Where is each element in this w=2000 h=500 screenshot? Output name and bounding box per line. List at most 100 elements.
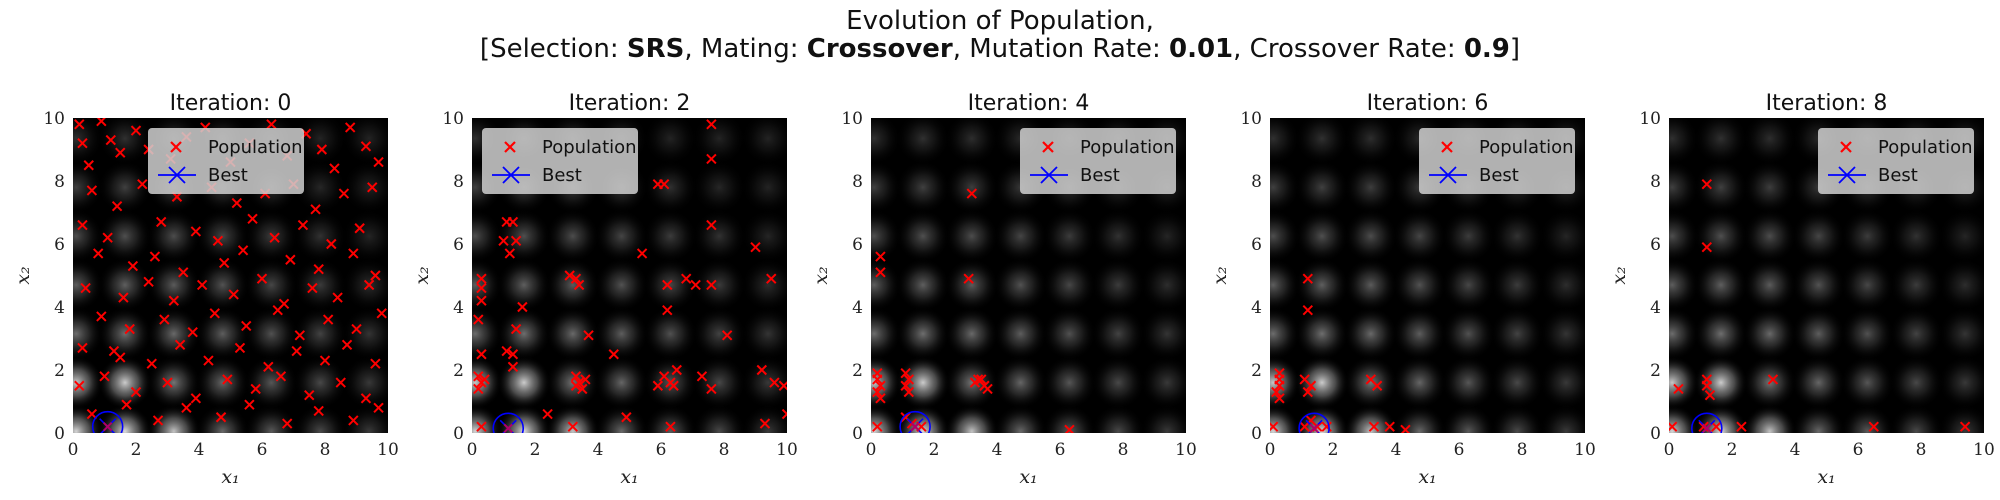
landscape-blob xyxy=(1840,307,1895,361)
y-tick-label: 4 xyxy=(453,298,464,318)
landscape-blob xyxy=(98,355,152,410)
population-point xyxy=(187,326,198,338)
population-point xyxy=(766,273,777,284)
landscape-blob xyxy=(1091,355,1146,410)
landscape-blob xyxy=(1295,307,1349,361)
population-point xyxy=(376,308,387,319)
landscape-blob xyxy=(945,307,999,361)
landscape-blob xyxy=(692,404,747,433)
landscape-blob xyxy=(293,355,348,410)
y-tick-label: 10 xyxy=(1240,109,1262,129)
population-point xyxy=(671,364,682,376)
population-point xyxy=(1271,386,1282,398)
legend-label-population: Population xyxy=(1080,137,1175,158)
x-tick-label: 4 xyxy=(992,440,1003,460)
x-tick-label: 4 xyxy=(593,440,604,460)
landscape-blob xyxy=(244,355,299,410)
landscape-blob xyxy=(945,258,999,312)
landscape-blob xyxy=(871,160,901,215)
population-point xyxy=(370,270,381,281)
landscape-blob xyxy=(546,307,600,361)
population-point xyxy=(326,238,337,250)
legend: Population Best xyxy=(1419,128,1575,194)
population-point xyxy=(510,323,522,335)
landscape-blob xyxy=(1392,355,1447,410)
landscape-blob xyxy=(1743,209,1797,263)
population-point xyxy=(875,393,886,404)
legend-best-marker xyxy=(502,166,520,184)
landscape-blob xyxy=(1270,307,1300,361)
landscape-blob xyxy=(1938,209,1984,263)
x-tick-label: 8 xyxy=(1916,440,1927,460)
title-text: ] xyxy=(1510,34,1520,64)
population-point xyxy=(1064,424,1075,433)
landscape-blob xyxy=(1140,258,1186,312)
landscape-blob xyxy=(1392,258,1447,312)
population-point xyxy=(1701,380,1713,391)
y-tick-label: 0 xyxy=(1650,424,1661,444)
legend-label-best: Best xyxy=(542,165,582,186)
population-point xyxy=(778,380,787,391)
population-point xyxy=(168,295,180,306)
population-point xyxy=(354,223,365,234)
landscape-blob xyxy=(98,209,152,263)
landscape-blob xyxy=(497,209,551,263)
population-point xyxy=(706,119,717,130)
population-point xyxy=(281,418,293,429)
population-point xyxy=(1400,424,1411,433)
population-point xyxy=(972,374,984,385)
landscape-blob xyxy=(993,307,1048,361)
population-point xyxy=(706,153,717,165)
landscape-blob xyxy=(342,118,388,166)
landscape-blob xyxy=(195,209,250,263)
landscape-blob xyxy=(244,209,299,263)
landscape-blob xyxy=(1392,209,1447,263)
population-point xyxy=(573,279,585,291)
landscape-blob xyxy=(896,258,950,312)
y-tick-label: 8 xyxy=(453,172,464,192)
population-point xyxy=(228,289,239,300)
landscape-blob xyxy=(643,258,698,312)
landscape-blob xyxy=(896,160,950,215)
subplot-1: Iteration: 2 0 2 4 6 8 10 0 2 4 6 8 10 x₁ x₂ Population… xyxy=(411,91,798,488)
landscape-blob xyxy=(342,355,388,410)
population-point xyxy=(263,361,274,373)
best-point xyxy=(899,410,931,433)
x-axis-label: x₁ xyxy=(1019,466,1037,488)
landscape-blob xyxy=(1344,404,1398,433)
landscape-blob xyxy=(1889,404,1944,433)
landscape-blob xyxy=(342,404,388,433)
population-point xyxy=(92,248,104,259)
legend-population-marker xyxy=(504,141,516,153)
population-point xyxy=(291,345,302,357)
landscape-blob xyxy=(1091,307,1146,361)
population-point xyxy=(1302,386,1314,398)
y-tick-label: 6 xyxy=(1251,235,1262,255)
y-tick-label: 0 xyxy=(852,424,863,444)
landscape-blob xyxy=(945,209,999,263)
title-text: , Mutation Rate: xyxy=(953,34,1169,64)
legend: Population Best xyxy=(1020,128,1176,194)
legend: Population Best xyxy=(1818,128,1974,194)
landscape-blob xyxy=(98,160,152,215)
legend-population-marker xyxy=(170,141,182,153)
landscape-blob xyxy=(1840,404,1895,433)
population-point xyxy=(99,371,110,382)
population-point xyxy=(750,241,761,253)
landscape-blob xyxy=(1270,258,1300,312)
population-point xyxy=(178,267,189,278)
landscape-blob xyxy=(594,307,649,361)
subplot-2: Iteration: 4 0 2 4 6 8 10 0 2 4 6 8 10 x₁ x₂ Population… xyxy=(810,91,1197,488)
population-point xyxy=(567,421,579,432)
legend-label-best: Best xyxy=(1080,165,1120,186)
population-point xyxy=(130,125,142,136)
landscape-blob xyxy=(643,209,698,263)
landscape-blob xyxy=(497,258,551,312)
population-point xyxy=(1673,383,1684,395)
landscape-blob xyxy=(293,118,348,166)
population-point xyxy=(218,257,230,269)
x-tick-label: 0 xyxy=(1265,440,1276,460)
population-point xyxy=(966,188,978,199)
population-point xyxy=(77,342,88,354)
